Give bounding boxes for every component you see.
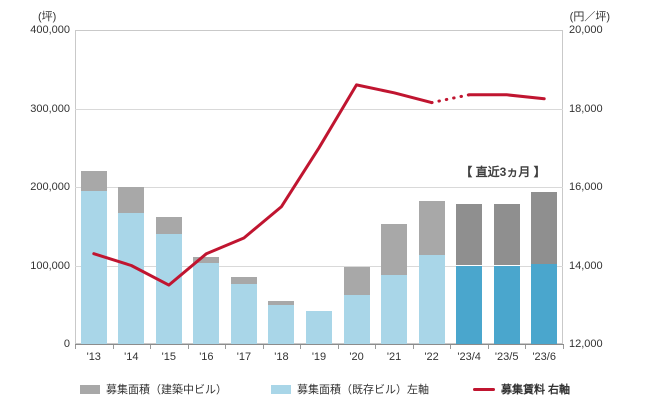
bar-segment-construction xyxy=(80,171,107,191)
left-axis-tick-label: 0 xyxy=(63,338,70,350)
x-axis-tick xyxy=(262,345,264,349)
left-axis-tick-label: 400,000 xyxy=(30,24,70,36)
left-axis-tick-label: 100,000 xyxy=(30,259,70,272)
gridline xyxy=(75,108,563,110)
recent-3-months-annotation: 【 直近3ヵ月 】 xyxy=(460,165,546,179)
gridline xyxy=(75,187,563,188)
x-axis-tick xyxy=(337,345,339,349)
bar-segment-construction xyxy=(493,204,520,266)
right-axis-tick-label: 12,000 xyxy=(569,338,603,350)
x-axis-category-label: '23/4 xyxy=(457,351,481,363)
bar-segment-construction xyxy=(381,223,408,275)
bar-segment-existing xyxy=(230,284,257,344)
bar-segment-construction xyxy=(118,187,145,213)
x-axis-category-label: '18 xyxy=(274,351,289,363)
x-axis-tick xyxy=(112,345,114,349)
bar-segment-construction xyxy=(268,300,295,305)
legend-item: 募集面積（建築中ビル） xyxy=(79,381,227,397)
x-axis-line xyxy=(75,344,564,345)
x-axis-tick xyxy=(487,345,489,349)
bar-segment-existing xyxy=(531,263,558,344)
right-axis-tick-label: 18,000 xyxy=(569,102,603,115)
bar-segment-construction xyxy=(418,201,445,256)
legend-item: 募集面積（既存ビル）左軸 xyxy=(270,381,429,397)
x-axis-tick xyxy=(75,345,76,349)
right-axis-tick-label: 20,000 xyxy=(569,24,603,36)
x-axis-tick xyxy=(412,345,414,349)
x-axis-category-label: '22 xyxy=(424,351,439,363)
x-axis-tick xyxy=(225,345,227,349)
x-axis-category-label: '23/6 xyxy=(532,351,556,363)
gridline xyxy=(75,265,563,267)
x-axis-tick xyxy=(525,345,527,349)
x-axis-category-label: '23/5 xyxy=(494,351,519,363)
x-axis-category-label: '20 xyxy=(349,351,364,363)
existing-bar-swatch xyxy=(270,384,291,394)
legend-label: 募集面積（建築中ビル） xyxy=(105,384,227,396)
legend-label: 募集面積（既存ビル）左軸 xyxy=(296,384,429,396)
x-axis-tick xyxy=(150,345,152,349)
x-axis-category-label: '13 xyxy=(86,351,101,363)
bar-segment-existing xyxy=(493,265,520,344)
bar-segment-existing xyxy=(418,255,445,344)
bar-segment-existing xyxy=(306,311,332,344)
bar-segment-existing xyxy=(456,265,483,344)
bar-segment-construction xyxy=(531,192,558,264)
construction-bar-swatch xyxy=(79,384,100,394)
x-axis-category-label: '15 xyxy=(161,351,176,363)
chart-legend: 募集面積（建築中ビル） 募集面積（既存ビル）左軸 募集賃料 右軸 xyxy=(0,381,650,397)
x-axis-tick xyxy=(187,345,189,349)
bar-segment-existing xyxy=(343,294,370,344)
left-axis-unit-label: (坪) xyxy=(38,11,57,23)
bar-segment-construction xyxy=(456,204,483,266)
bar-segment-construction xyxy=(155,216,182,235)
x-axis-tick xyxy=(563,345,564,349)
legend-label: 募集賃料 右軸 xyxy=(500,384,571,396)
x-axis-category-label: '16 xyxy=(199,351,214,363)
x-axis-tick xyxy=(375,345,377,349)
x-axis-category-label: '17 xyxy=(236,351,252,363)
bar-segment-existing xyxy=(80,190,107,344)
right-axis-tick-label: 16,000 xyxy=(569,181,603,193)
left-axis-tick-label: 300,000 xyxy=(30,102,70,115)
bar-segment-construction xyxy=(230,277,257,285)
x-axis-tick xyxy=(450,345,452,349)
left-axis-tick-label: 200,000 xyxy=(30,181,70,193)
bar-segment-existing xyxy=(193,263,220,344)
bar-segment-construction xyxy=(343,267,370,295)
bar-segment-existing xyxy=(381,274,408,344)
x-axis-tick xyxy=(300,345,302,349)
legend-item: 募集賃料 右軸 xyxy=(472,381,571,397)
right-axis-tick-label: 14,000 xyxy=(569,259,603,272)
bar-segment-existing xyxy=(118,212,145,344)
right-axis-unit-label: (円／坪) xyxy=(569,11,610,23)
x-axis-category-label: '14 xyxy=(124,351,139,363)
bar-segment-existing xyxy=(268,304,295,344)
rent-line-swatch xyxy=(472,387,495,391)
x-axis-category-label: '21 xyxy=(386,351,402,363)
x-axis-category-label: '19 xyxy=(311,351,327,363)
bar-segment-construction xyxy=(193,256,220,264)
bar-segment-existing xyxy=(155,234,182,344)
